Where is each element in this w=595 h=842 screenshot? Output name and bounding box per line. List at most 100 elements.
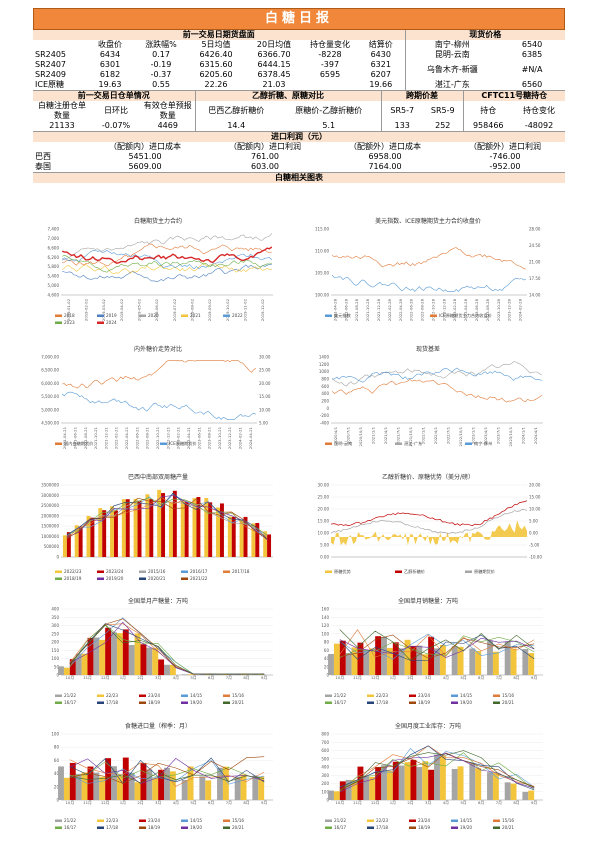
- futures-col: 持仓量变化: [310, 40, 350, 49]
- bar: [116, 633, 123, 675]
- chart-8: 全国单月销糖量：万吨 160 140 120 100 80 60 40 20 0 10月 11月 12月…: [321, 597, 543, 705]
- y-tick-label: 400: [321, 391, 329, 396]
- legend-label: 2018: [64, 313, 75, 318]
- legend-swatch: [97, 701, 104, 704]
- y-tick-label: 0: [326, 798, 329, 803]
- y-tick-label: 6,600: [48, 245, 60, 250]
- bar: [196, 497, 201, 557]
- bar: [99, 639, 106, 675]
- warehouse-value: 4469: [157, 121, 178, 130]
- legend-swatch: [55, 701, 62, 704]
- chart-title: 全国单月产糖量：万吨: [128, 597, 188, 605]
- bar: [192, 498, 197, 557]
- y-tick-label: 500: [321, 756, 329, 761]
- x-tick-label: 2月: [137, 800, 143, 805]
- legend-label: 20/21: [232, 825, 244, 830]
- bar: [363, 649, 370, 675]
- y-tick-label: 10.00: [318, 531, 330, 536]
- x-tick-label: 2022-08-28: [420, 298, 425, 321]
- y-tick-label: 3000000: [41, 493, 59, 498]
- bar: [105, 627, 112, 675]
- spot-name: 湛江-广东: [404, 80, 500, 90]
- series-line: [62, 262, 272, 274]
- bar: [116, 775, 123, 800]
- series-line: [339, 634, 535, 661]
- import-row-name: 泰国: [35, 162, 51, 171]
- legend-swatch: [430, 314, 437, 317]
- y-tick-label: 600: [321, 748, 329, 753]
- x-tick-label: 2019-08-02: [190, 298, 195, 321]
- y-tick-label: 800: [321, 377, 329, 382]
- legend-swatch: [451, 819, 458, 822]
- futures-cell: 21.03: [262, 80, 286, 89]
- legend-swatch: [493, 694, 500, 697]
- x-tick-label: 8月: [243, 675, 249, 680]
- x-tick-label: 11月: [353, 675, 362, 680]
- legend-label: 18/19: [418, 700, 430, 705]
- series-line: [69, 757, 265, 785]
- y-tick-label: 4,600: [48, 293, 60, 298]
- futures-cell: 6434: [99, 50, 121, 59]
- bar: [181, 779, 188, 800]
- series-line: [61, 250, 273, 270]
- bar: [63, 667, 70, 675]
- y-tick-label: -400: [320, 421, 330, 426]
- bar: [369, 776, 376, 800]
- legend-swatch: [139, 694, 146, 697]
- series-line: [331, 274, 527, 292]
- x-tick-label: 2022/7/1: [445, 426, 450, 444]
- bar: [451, 646, 458, 675]
- bar: [111, 632, 117, 675]
- y-tick-label: 7,000.00: [41, 355, 59, 360]
- y2-tick-label: 14.00: [529, 293, 541, 298]
- warehouse-value: 21133: [49, 121, 75, 130]
- legend-swatch: [465, 570, 472, 573]
- y-tick-label: 30.00: [318, 483, 330, 488]
- x-tick-label: 5月: [190, 675, 196, 680]
- legend-label: ICE原糖期货价: [169, 440, 198, 447]
- bar: [357, 766, 364, 800]
- x-tick-label: 2023-08-28: [485, 298, 490, 321]
- futures-cell: -0.19: [150, 60, 172, 69]
- ethanol-value: 5.1: [322, 121, 336, 130]
- bar: [492, 651, 499, 675]
- y-tick-label: 700: [321, 740, 329, 745]
- bar: [81, 653, 88, 675]
- legend-swatch: [139, 819, 146, 822]
- x-tick-label: 8月: [243, 800, 249, 805]
- legend-label: 国内白糖期货价: [64, 440, 94, 447]
- bar: [180, 500, 185, 557]
- y-tick-label: 2500000: [41, 503, 59, 508]
- bar: [128, 772, 135, 800]
- futures-cell: 6315.60: [199, 60, 233, 69]
- chart-4: 现货基差1400120010008006004002000-200-400202…: [319, 345, 543, 447]
- legend-label: 20/21: [502, 825, 514, 830]
- futures-cell: 19.66: [369, 80, 393, 89]
- bar: [205, 780, 212, 800]
- y2-tick-label: 5.00: [259, 421, 268, 426]
- legend-swatch: [493, 826, 500, 829]
- legend-label: 15/16: [232, 818, 244, 823]
- bar: [105, 758, 112, 800]
- y-tick-label: 250: [51, 631, 59, 636]
- legend-label: 15/16: [502, 818, 514, 823]
- x-tick-label: 11月: [353, 800, 362, 805]
- x-tick-label: 1月: [120, 800, 126, 805]
- x-tick-label: 2023-08-21: [207, 426, 212, 449]
- y2-tick-label: 20.00: [259, 381, 271, 386]
- chart-title: 内外糖价走势对比: [134, 345, 182, 353]
- x-tick-label: 10月: [66, 800, 75, 805]
- y-tick-label: 0: [56, 555, 59, 560]
- futures-cell: 6444.15: [257, 60, 291, 69]
- bar: [528, 653, 535, 675]
- y-tick-label: 300: [51, 623, 59, 628]
- legend-swatch: [97, 570, 104, 573]
- bar: [93, 637, 100, 675]
- legend-label: 23/24: [148, 818, 160, 823]
- chart-1: 白糖期货主力合约 7,400 7,000 6,600 6,200 5,800 5,400 5,…: [48, 217, 273, 325]
- x-tick-label: 9月: [531, 800, 537, 805]
- legend-swatch: [223, 570, 230, 573]
- bar: [217, 767, 223, 800]
- import-row-name: 巴西: [35, 152, 51, 161]
- x-tick-label: 3月: [425, 675, 431, 680]
